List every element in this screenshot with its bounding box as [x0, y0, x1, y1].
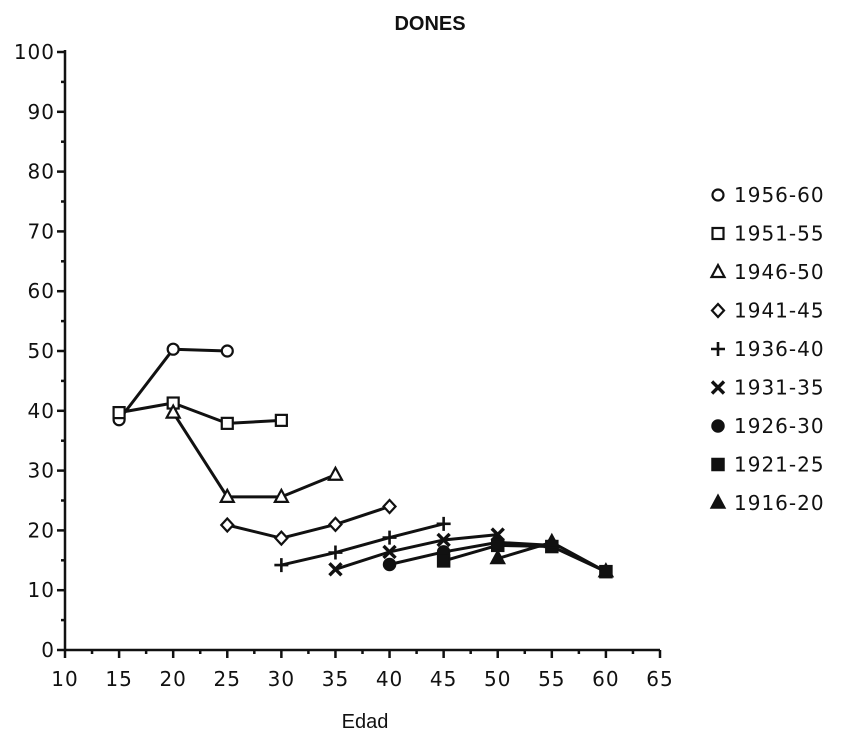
legend-label: 1921-25 [734, 453, 825, 477]
y-tick-label: 40 [28, 399, 55, 423]
x-tick-label: 15 [105, 667, 132, 691]
series-1951-55 [112, 396, 288, 430]
data-point [543, 532, 561, 549]
y-tick-label: 10 [28, 578, 55, 602]
data-point [220, 344, 234, 358]
legend-label: 1926-30 [734, 414, 825, 438]
series-layer [112, 342, 615, 579]
data-point [274, 413, 288, 427]
legend-marker [711, 342, 725, 356]
series-1921-25 [436, 538, 613, 579]
x-tick-label: 35 [322, 667, 349, 691]
data-point [382, 498, 398, 515]
data-point [327, 516, 343, 533]
legend-label: 1951-55 [734, 222, 825, 246]
chart-title: DONES [394, 13, 465, 35]
legend: 1956-60 1951-55 1946-50 1941-45 1936-40 1931-… [709, 183, 825, 515]
x-tick-label: 50 [484, 667, 511, 691]
y-tick-label: 30 [28, 459, 55, 483]
y-tick-label: 50 [28, 339, 55, 363]
data-point [328, 562, 343, 577]
y-tick-label: 20 [28, 518, 55, 542]
data-point [436, 516, 451, 531]
series-line [118, 401, 282, 425]
data-point [218, 487, 236, 504]
y-axis-ticks: 0 10 20 30 40 50 60 70 80 90 100 [14, 40, 65, 662]
data-point [328, 545, 343, 560]
legend-item: 1916-20 [709, 491, 825, 515]
y-tick-label: 100 [14, 40, 55, 64]
series-1916-20 [489, 532, 615, 578]
series-1931-35 [328, 527, 505, 577]
legend-marker [711, 419, 725, 433]
x-tick-label: 20 [159, 667, 186, 691]
legend-item: 1926-30 [711, 414, 825, 438]
legend-item: 1956-60 [711, 183, 825, 207]
data-point [112, 405, 126, 420]
x-tick-label: 60 [592, 667, 619, 691]
legend-marker [709, 262, 727, 279]
data-point [166, 342, 180, 356]
x-tick-label: 55 [538, 667, 565, 691]
legend-label: 1936-40 [734, 337, 825, 361]
x-tick-label: 10 [51, 667, 78, 691]
data-point [164, 403, 182, 419]
legend-marker [710, 380, 726, 395]
data-point [489, 548, 506, 565]
data-point [382, 530, 397, 545]
series-1936-40 [274, 516, 451, 573]
legend-item: 1921-25 [711, 453, 825, 477]
data-point [273, 530, 289, 547]
data-point [597, 562, 615, 578]
y-tick-label: 70 [28, 219, 55, 243]
data-point [327, 465, 344, 481]
data-point [382, 544, 397, 560]
series-line [281, 522, 445, 567]
legend-marker [711, 457, 725, 472]
legend-marker [710, 302, 726, 319]
data-point [436, 554, 451, 568]
legend-label: 1941-45 [734, 299, 825, 323]
legend-item: 1931-35 [710, 376, 825, 400]
legend-marker [711, 226, 725, 241]
legend-item: 1941-45 [710, 299, 825, 323]
series-line [443, 543, 607, 574]
data-point [273, 487, 290, 504]
series-1941-45 [219, 498, 398, 547]
y-tick-label: 0 [41, 638, 55, 662]
data-point [219, 516, 235, 534]
series-line [226, 505, 391, 540]
legend-label: 1946-50 [734, 260, 825, 284]
series-1946-50 [164, 403, 344, 504]
legend-item: 1946-50 [709, 260, 825, 284]
y-tick-label: 60 [28, 279, 55, 303]
x-tick-label: 30 [268, 667, 295, 691]
series-line [389, 540, 552, 566]
legend-item: 1951-55 [711, 222, 825, 246]
data-point [274, 558, 289, 573]
series-line [334, 533, 498, 571]
legend-marker [711, 188, 725, 202]
x-axis-ticks: 10 15 20 25 30 35 40 45 50 55 60 65 [51, 650, 673, 691]
legend-marker [709, 493, 727, 509]
x-tick-label: 45 [430, 667, 457, 691]
legend-label: 1956-60 [734, 183, 825, 207]
data-point [436, 532, 451, 548]
legend-label: 1916-20 [734, 491, 825, 515]
legend-item: 1936-40 [711, 337, 825, 361]
series-line [171, 411, 337, 499]
y-tick-label: 80 [28, 160, 55, 184]
x-tick-label: 65 [646, 667, 673, 691]
legend-label: 1931-35 [734, 376, 825, 400]
data-point [382, 557, 397, 572]
y-tick-label: 90 [28, 100, 55, 124]
data-point [220, 416, 234, 430]
x-axis-label: Edad [342, 711, 389, 733]
x-tick-label: 40 [376, 667, 403, 691]
x-tick-label: 25 [214, 667, 241, 691]
